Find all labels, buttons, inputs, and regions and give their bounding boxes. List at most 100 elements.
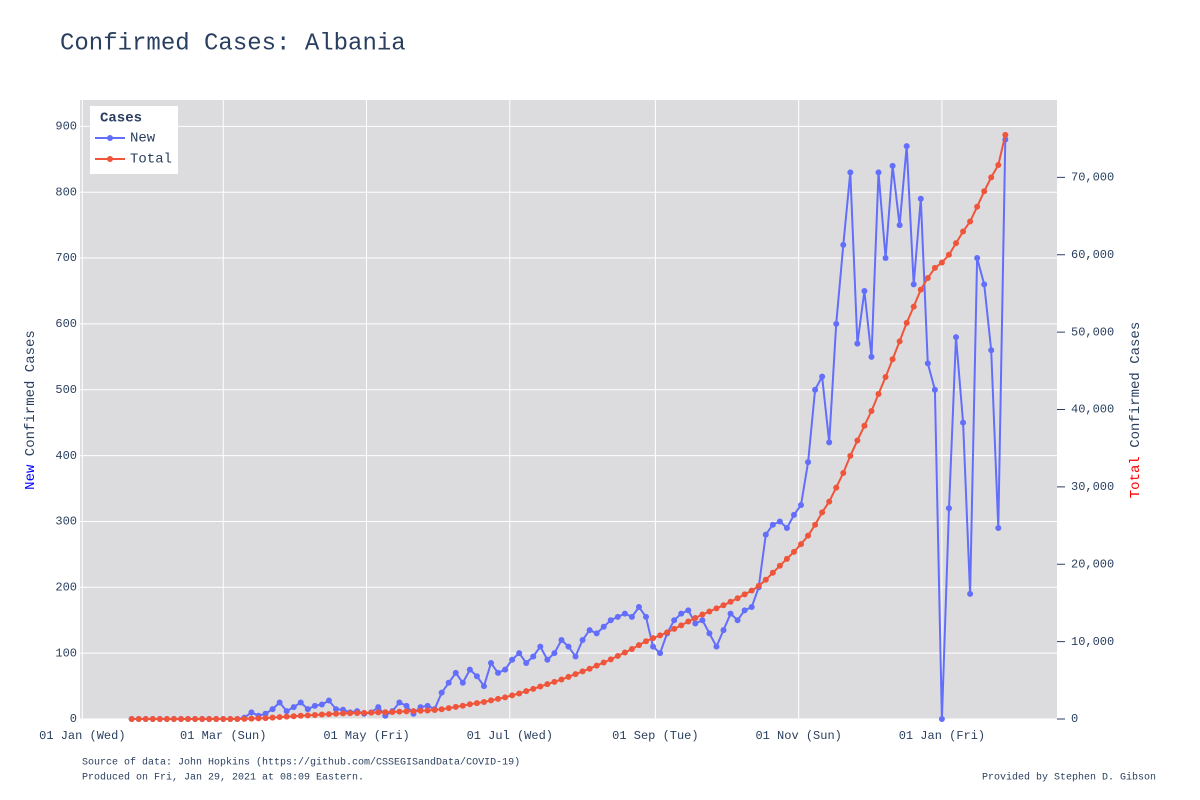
data-point [600,623,607,630]
data-point [325,711,332,718]
data-point [565,643,572,650]
data-point [480,683,487,690]
data-point [544,656,551,663]
data-point [628,613,635,620]
data-point [727,598,734,605]
data-point [882,255,889,262]
data-point [558,676,565,683]
data-point [917,195,924,202]
data-point [466,666,473,673]
data-point [607,617,614,624]
data-point [875,391,882,398]
x-tick-label: 01 Jan (Wed) [39,729,125,743]
data-point [812,521,819,528]
data-point [290,704,297,711]
data-point [699,617,706,624]
data-point [185,716,192,722]
data-point [650,643,657,650]
data-point [882,374,889,381]
data-point [354,709,361,716]
data-point [523,660,530,667]
produced-note: Produced on Fri, Jan 29, 2021 at 08:09 E… [82,772,364,784]
data-point [283,708,290,715]
data-point [438,689,445,696]
legend-title: Cases [100,111,142,127]
data-point [234,716,241,722]
data-point [227,716,234,722]
y2-tick-label: 60,000 [1071,248,1114,262]
data-point [769,521,776,528]
y-axis-title-highlight: New [23,464,39,490]
data-point [805,532,812,539]
data-point [318,701,325,708]
data-point [664,629,671,636]
data-point [896,222,903,229]
data-point [847,169,854,176]
data-point [241,715,248,722]
data-point [861,287,868,294]
data-point [783,555,790,562]
data-point [706,630,713,637]
data-point [487,660,494,667]
data-point [459,702,466,709]
y2-tick-label: 40,000 [1071,403,1114,417]
data-point [960,228,967,235]
data-point [586,665,593,672]
data-point [290,713,297,720]
data-point [678,622,685,629]
data-point [368,709,375,716]
data-point [607,656,614,663]
data-point [685,607,692,614]
data-point [614,652,621,659]
y-tick-label: 400 [55,449,77,463]
data-point [776,518,783,525]
data-point [819,509,826,516]
data-point [790,548,797,555]
data-point [960,419,967,426]
data-point [783,525,790,532]
data-point [889,162,896,169]
data-point [509,692,516,699]
data-point [896,338,903,345]
data-point [910,281,917,288]
data-point [713,605,720,612]
data-point [403,708,410,715]
y2-axis-title-highlight: Total [1128,456,1144,498]
data-point [734,595,741,602]
data-point [741,607,748,614]
data-point [516,690,523,697]
data-point [332,710,339,717]
data-point [262,710,269,717]
data-point [875,169,882,176]
y-tick-label: 200 [55,580,77,594]
data-point [487,697,494,704]
y2-tick-label: 20,000 [1071,557,1114,571]
data-point [473,700,480,707]
data-point [706,608,713,615]
data-point [643,638,650,645]
data-point [495,695,502,702]
y-tick-label: 800 [55,185,77,199]
data-point [551,678,558,685]
x-tick-label: 01 Jul (Wed) [467,729,553,743]
data-point [981,188,988,195]
data-point [438,706,445,713]
data-point [685,618,692,625]
x-tick-label: 01 Mar (Sun) [180,729,266,743]
data-point [269,714,276,721]
data-point [347,710,354,717]
x-tick-label: 01 May (Fri) [323,729,409,743]
data-point [389,709,396,716]
data-point [396,699,403,706]
data-point [889,356,896,363]
data-point [177,716,184,722]
data-point [255,715,262,722]
data-point [332,706,339,713]
y2-tick-label: 30,000 [1071,480,1114,494]
data-point [621,610,628,617]
data-point [276,714,283,721]
data-point [424,702,431,709]
plot-area [80,100,1057,719]
x-tick-label: 01 Jan (Fri) [899,729,985,743]
